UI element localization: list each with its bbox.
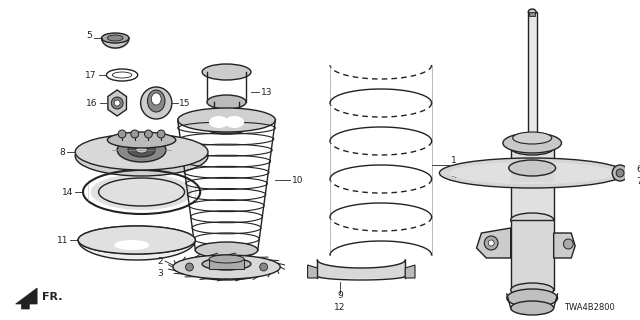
Text: 15: 15 — [179, 99, 190, 108]
Polygon shape — [15, 288, 37, 309]
Polygon shape — [554, 233, 575, 258]
Ellipse shape — [511, 301, 554, 315]
Text: 12: 12 — [334, 302, 346, 311]
Circle shape — [115, 100, 120, 106]
Text: 14: 14 — [62, 188, 73, 196]
Text: 6: 6 — [637, 164, 640, 173]
Ellipse shape — [511, 141, 554, 155]
Ellipse shape — [108, 132, 176, 148]
Ellipse shape — [528, 9, 536, 15]
Bar — [209, 259, 244, 269]
Text: 17: 17 — [85, 70, 97, 79]
Bar — [529, 12, 535, 16]
Ellipse shape — [207, 95, 246, 109]
Polygon shape — [308, 265, 317, 278]
Circle shape — [484, 236, 498, 250]
Ellipse shape — [513, 132, 552, 144]
Ellipse shape — [449, 162, 615, 184]
Ellipse shape — [202, 258, 251, 270]
Circle shape — [145, 130, 152, 138]
Text: 2: 2 — [157, 257, 163, 266]
Text: 5: 5 — [86, 30, 92, 39]
Text: TWA4B2800: TWA4B2800 — [564, 303, 615, 312]
Ellipse shape — [205, 120, 248, 134]
Ellipse shape — [75, 134, 208, 170]
Ellipse shape — [141, 87, 172, 119]
Text: 10: 10 — [292, 175, 303, 185]
Ellipse shape — [108, 35, 123, 41]
Circle shape — [157, 130, 165, 138]
Ellipse shape — [78, 226, 195, 254]
Circle shape — [563, 239, 573, 249]
Bar — [511, 160, 554, 182]
Ellipse shape — [209, 116, 228, 128]
Text: 16: 16 — [86, 99, 98, 108]
Ellipse shape — [202, 64, 251, 80]
Ellipse shape — [509, 160, 556, 176]
Ellipse shape — [75, 136, 208, 176]
Ellipse shape — [214, 112, 239, 122]
Ellipse shape — [173, 255, 280, 279]
Circle shape — [260, 263, 268, 271]
Polygon shape — [477, 228, 511, 258]
Circle shape — [111, 97, 123, 109]
Circle shape — [488, 240, 494, 246]
Ellipse shape — [128, 143, 156, 157]
Text: 13: 13 — [260, 87, 272, 97]
Circle shape — [612, 165, 628, 181]
Ellipse shape — [136, 147, 147, 153]
Circle shape — [131, 130, 139, 138]
Ellipse shape — [511, 283, 554, 297]
Ellipse shape — [115, 240, 149, 250]
Text: 9: 9 — [337, 291, 342, 300]
Ellipse shape — [195, 242, 258, 258]
Text: 7: 7 — [637, 177, 640, 186]
Ellipse shape — [503, 133, 561, 153]
Ellipse shape — [178, 108, 275, 132]
Polygon shape — [317, 260, 405, 278]
Ellipse shape — [440, 158, 625, 188]
Ellipse shape — [225, 116, 244, 128]
Circle shape — [186, 263, 193, 271]
Ellipse shape — [188, 260, 266, 280]
Text: 4: 4 — [451, 171, 457, 180]
Ellipse shape — [507, 289, 557, 307]
Circle shape — [118, 130, 126, 138]
Ellipse shape — [511, 213, 554, 227]
Bar — [511, 220, 554, 290]
Text: 1: 1 — [451, 156, 457, 164]
Ellipse shape — [102, 33, 129, 43]
Text: 11: 11 — [57, 236, 68, 244]
Ellipse shape — [91, 174, 193, 210]
Polygon shape — [108, 90, 127, 116]
Bar — [511, 148, 554, 220]
Ellipse shape — [78, 226, 195, 254]
Ellipse shape — [209, 255, 244, 263]
Text: 8: 8 — [60, 148, 65, 156]
Ellipse shape — [151, 93, 161, 105]
Circle shape — [616, 169, 624, 177]
Ellipse shape — [147, 90, 165, 112]
Text: 3: 3 — [157, 268, 163, 277]
Text: FR.: FR. — [42, 292, 63, 302]
Ellipse shape — [117, 138, 166, 162]
Polygon shape — [405, 265, 415, 278]
Bar — [528, 12, 537, 148]
